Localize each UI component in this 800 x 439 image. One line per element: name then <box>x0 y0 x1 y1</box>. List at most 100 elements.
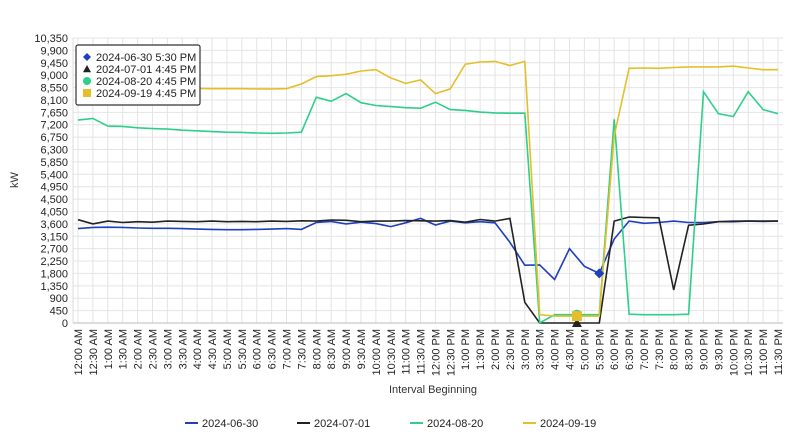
tooltip-markers <box>571 268 605 327</box>
x-tick-label: 4:00 AM <box>192 329 204 369</box>
x-tick-label: 1:00 PM <box>460 329 472 370</box>
y-tick-label: 10,350 <box>34 33 68 45</box>
y-tick-label: 2,250 <box>40 256 68 268</box>
x-axis: 12:00 AM 12:30 AM 1:00 AM 1:30 AM 2:00 AM 2:3… <box>73 322 785 376</box>
y-tick-label: 3,600 <box>40 219 68 231</box>
x-tick-label: 3:00 AM <box>162 329 174 369</box>
legend-item-2024-06-30[interactable]: 2024-06-30 <box>185 418 258 430</box>
tooltip-row-label: 2024-09-19 4:45 PM <box>96 88 196 100</box>
x-tick-label: 2:30 PM <box>505 329 517 370</box>
legend-label: 2024-09-19 <box>540 418 596 430</box>
x-tick-label: 5:00 PM <box>579 329 591 370</box>
y-tick-label: 7,200 <box>40 120 68 132</box>
y-axis-title: kW <box>9 171 21 188</box>
x-tick-label: 1:00 AM <box>103 329 115 369</box>
tooltip-row-label: 2024-07-01 4:45 PM <box>96 64 196 76</box>
legend-item-2024-07-01[interactable]: 2024-07-01 <box>297 418 370 430</box>
legend-item-2024-08-20[interactable]: 2024-08-20 <box>410 418 483 430</box>
x-tick-label: 10:30 AM <box>386 329 398 375</box>
legend-label: 2024-08-20 <box>427 418 483 430</box>
y-tick-label: 4,050 <box>40 206 68 218</box>
y-tick-label: 9,450 <box>40 58 68 70</box>
x-tick-label: 6:00 PM <box>609 329 621 370</box>
y-tick-label: 7,650 <box>40 107 68 119</box>
highlight-point-2024-09-19 <box>571 311 582 322</box>
y-tick-label: 1,800 <box>40 268 68 280</box>
x-tick-label: 4:30 AM <box>207 329 219 369</box>
y-tick-label: 0 <box>62 318 68 330</box>
grid <box>73 37 783 324</box>
series-line-2024-08-20 <box>77 89 779 325</box>
tooltip-marker-2024-08-20 <box>83 77 91 85</box>
x-tick-label: 4:00 PM <box>550 329 562 370</box>
legend-item-2024-09-19[interactable]: 2024-09-19 <box>523 418 596 430</box>
x-tick-label: 8:00 AM <box>311 329 323 369</box>
x-tick-label: 11:00 AM <box>401 329 413 375</box>
tooltip-background <box>75 44 201 106</box>
x-axis-title: Interval Beginning <box>389 384 477 396</box>
x-tick-label: 8:00 PM <box>669 329 681 370</box>
y-tick-label: 450 <box>50 306 68 318</box>
x-tick-label: 7:30 PM <box>654 329 666 370</box>
legend: 2024-06-30 2024-07-01 2024-08-20 2024-09-19 <box>185 418 596 430</box>
x-tick-label: 7:00 PM <box>639 329 651 370</box>
y-tick-label: 5,400 <box>40 169 68 181</box>
y-tick-label: 9,000 <box>40 70 68 82</box>
x-tick-label: 6:30 PM <box>624 329 636 370</box>
y-tick-label: 6,750 <box>40 132 68 144</box>
x-tick-label: 8:30 AM <box>326 329 338 369</box>
y-tick-label: 3,150 <box>40 231 68 243</box>
x-tick-label: 12:30 AM <box>88 329 100 375</box>
x-tick-label: 9:00 PM <box>699 329 711 370</box>
x-tick-label: 11:30 AM <box>416 329 428 375</box>
x-tick-label: 5:00 AM <box>222 329 234 369</box>
x-tick-label: 10:30 PM <box>743 329 755 376</box>
tooltip-marker-2024-07-01 <box>83 65 91 73</box>
x-tick-label: 4:30 PM <box>564 329 576 370</box>
y-tick-label: 8,550 <box>40 83 68 95</box>
x-tick-label: 12:00 PM <box>430 329 442 376</box>
x-tick-label: 3:30 AM <box>177 329 189 369</box>
y-tick-label: 9,900 <box>40 45 68 57</box>
x-tick-label: 11:00 PM <box>758 329 770 375</box>
highlight-point-2024-06-30 <box>594 268 605 279</box>
x-tick-label: 12:00 AM <box>73 329 85 375</box>
x-tick-label: 7:30 AM <box>296 329 308 369</box>
x-tick-label: 2:00 PM <box>490 329 502 370</box>
x-tick-label: 5:30 AM <box>237 329 249 369</box>
x-tick-label: 2:30 AM <box>147 329 159 369</box>
tooltip-marker-2024-09-19 <box>83 89 91 97</box>
y-tick-label: 1,350 <box>40 281 68 293</box>
tooltip-marker-2024-06-30 <box>83 53 91 61</box>
x-tick-label: 5:30 PM <box>594 329 606 370</box>
x-tick-label: 12:30 PM <box>445 329 457 376</box>
x-tick-label: 7:00 AM <box>282 329 294 369</box>
tooltip-row-label: 2024-06-30 5:30 PM <box>96 52 196 64</box>
tooltip-row-label: 2024-08-20 4:45 PM <box>96 76 196 88</box>
highlight-point-2024-07-01 <box>571 318 582 327</box>
y-tick-label: 4,500 <box>40 194 68 206</box>
y-axis: 04509001,3501,8002,2502,7003,1503,6004,0… <box>34 33 74 330</box>
y-tick-label: 8,100 <box>40 95 68 107</box>
y-tick-label: 2,700 <box>40 244 68 256</box>
x-tick-label: 6:30 AM <box>267 329 279 369</box>
y-tick-label: 6,300 <box>40 145 68 157</box>
x-tick-label: 9:00 AM <box>341 329 353 369</box>
x-tick-label: 2:00 AM <box>133 329 145 369</box>
x-tick-label: 1:30 AM <box>118 329 130 369</box>
x-tick-label: 9:30 PM <box>713 329 725 370</box>
y-tick-label: 900 <box>50 293 68 305</box>
x-tick-label: 10:00 PM <box>728 329 740 376</box>
x-tick-label: 9:30 AM <box>356 329 368 369</box>
x-tick-label: 3:00 PM <box>520 329 532 370</box>
x-tick-label: 3:30 PM <box>535 329 547 370</box>
x-tick-label: 11:30 PM <box>773 329 785 375</box>
legend-label: 2024-06-30 <box>202 418 258 430</box>
x-tick-label: 1:30 PM <box>475 329 487 370</box>
x-tick-label: 10:00 AM <box>371 329 383 375</box>
y-tick-label: 4,950 <box>40 182 68 194</box>
series-line-2024-07-01 <box>77 216 778 324</box>
legend-label: 2024-07-01 <box>314 418 370 430</box>
